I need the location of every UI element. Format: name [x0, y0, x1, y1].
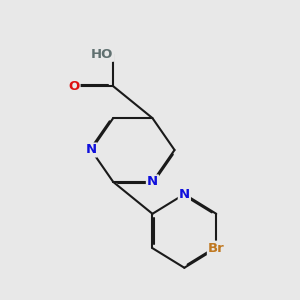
Text: N: N — [147, 176, 158, 188]
Text: HO: HO — [91, 48, 113, 61]
Text: N: N — [85, 143, 97, 157]
Text: O: O — [68, 80, 80, 93]
Text: Br: Br — [208, 242, 225, 255]
Text: N: N — [179, 188, 190, 201]
